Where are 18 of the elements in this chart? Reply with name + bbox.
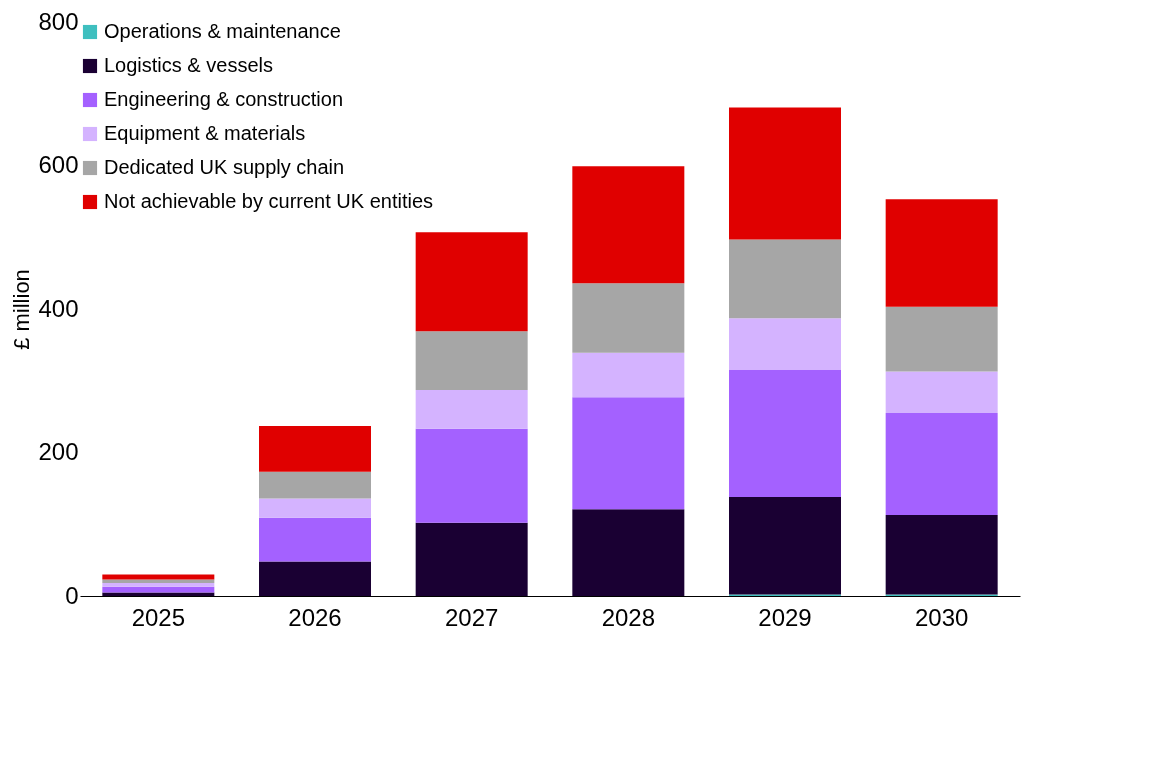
- x-tick-label: 2030: [914, 603, 969, 631]
- x-tick-label: 2029: [758, 603, 812, 631]
- x-tick-label: 2027: [444, 603, 499, 631]
- legend-label: Not achievable by current UK entities: [104, 190, 434, 212]
- legend-label: Engineering & construction: [104, 88, 344, 110]
- y-tick-label: 0: [65, 581, 79, 609]
- x-tick-label: 2025: [131, 603, 186, 631]
- y-tick-label: 600: [38, 151, 79, 178]
- y-tick-label: 400: [38, 294, 79, 322]
- x-tick-label: 2026: [288, 603, 342, 631]
- y-axis-title: £ million: [9, 269, 35, 350]
- legend-label: Logistics & vessels: [104, 54, 273, 76]
- y-tick-label: 800: [38, 7, 79, 35]
- x-tick-label: 2028: [601, 603, 656, 631]
- legend-label: Equipment & materials: [104, 122, 306, 144]
- y-tick-label: 200: [38, 438, 79, 465]
- legend-label: Dedicated UK supply chain: [104, 156, 345, 178]
- legend-label: Operations & maintenance: [104, 20, 341, 42]
